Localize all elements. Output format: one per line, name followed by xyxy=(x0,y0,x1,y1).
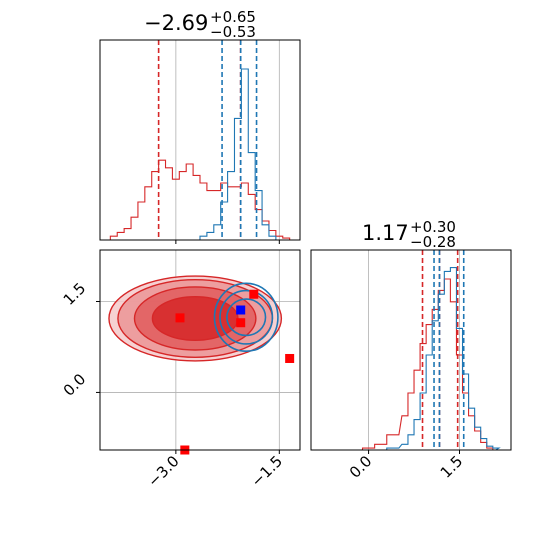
contour-blue-0 xyxy=(226,298,267,337)
hist-x2-red xyxy=(326,278,508,450)
hist-x2-blue xyxy=(326,267,508,450)
x2-tick-label-0: 0.0 xyxy=(346,452,376,482)
title-top-left-minus: −0.53 xyxy=(210,23,256,41)
x2-tick-label-1: 1.5 xyxy=(437,452,467,482)
title-top-left-plus: +0.65 xyxy=(210,8,256,26)
marker-red-2 xyxy=(236,318,246,328)
panel-frame-1 xyxy=(99,39,301,241)
contour-blue-1 xyxy=(219,289,274,345)
y2-tick-label-0: 0.0 xyxy=(60,370,90,400)
contour-blue-2 xyxy=(213,282,279,353)
title-bottom-right-minus: −0.28 xyxy=(410,233,456,251)
x1-tick-label-1: −1.5 xyxy=(248,452,286,490)
title-top-left-value: −2.69 xyxy=(144,11,208,35)
panel-frame-2 xyxy=(99,249,301,451)
hist-x1-red xyxy=(103,159,297,240)
panel-frame-3 xyxy=(310,249,512,451)
marker-red-3 xyxy=(249,289,259,299)
hist-x1-blue xyxy=(103,68,297,240)
marker-red-4 xyxy=(285,353,295,363)
panel-marginal-x2: 0.0 1.5 xyxy=(310,249,512,482)
title-bottom-right-value: 1.17 xyxy=(362,221,409,245)
marker-blue-0 xyxy=(236,305,246,315)
title-bottom-right-plus: +0.30 xyxy=(410,218,456,236)
y2-tick-label-1: 1.5 xyxy=(60,279,90,309)
panel-marginal-x1 xyxy=(99,39,301,244)
x1-tick-label-0: −3.0 xyxy=(144,452,182,490)
marker-red-0 xyxy=(175,313,185,323)
panel-joint: −3.0 −1.5 0.0 1.5 xyxy=(60,249,301,491)
joint-contours xyxy=(108,275,283,362)
